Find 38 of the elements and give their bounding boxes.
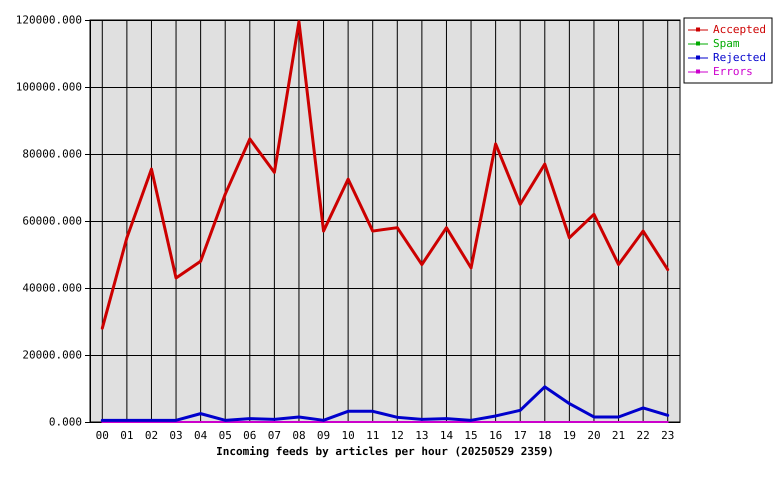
x-tick-label: 15 (464, 429, 478, 442)
x-tick-label: 06 (243, 429, 256, 442)
x-tick-label: 20 (587, 429, 601, 442)
x-tick-label: 01 (120, 429, 134, 442)
y-tick-label: 60000.000 (22, 214, 82, 228)
x-tick-label: 09 (316, 429, 330, 442)
y-tick-label: 120000.000 (16, 14, 82, 26)
x-tick-label: 18 (538, 429, 552, 442)
y-tick-label: 40000.000 (22, 282, 82, 294)
x-tick-label: 11 (366, 429, 380, 442)
legend-label: Rejected (713, 51, 766, 64)
x-tick-label: 16 (489, 429, 502, 442)
x-tick-label: 14 (440, 429, 454, 442)
line-series (100, 385, 670, 422)
x-tick-label: 02 (144, 429, 158, 442)
x-tick-label: 05 (218, 429, 232, 442)
y-tick-label: 20000.000 (22, 348, 82, 362)
legend-label: Errors (713, 65, 753, 78)
line-series (100, 20, 670, 330)
x-tick-label: 13 (415, 429, 428, 442)
x-tick-label: 08 (292, 429, 306, 442)
y-tick-label: 0.000 (48, 416, 82, 428)
x-tick-label: 21 (612, 429, 626, 442)
x-tick-label: 23 (661, 429, 674, 442)
x-tick-label: 03 (169, 429, 183, 442)
y-tick-label: 100000.000 (16, 80, 82, 94)
y-tick-label: 80000.000 (22, 148, 82, 160)
x-tick-label: 17 (514, 429, 527, 442)
x-tick-label: 10 (342, 429, 355, 442)
x-axis-title: Incoming feeds by articles per hour (20250529 2359) (216, 445, 554, 458)
x-tick-label: 07 (268, 429, 281, 442)
legend-label: Spam (713, 37, 740, 50)
x-tick-label: 12 (390, 429, 404, 442)
x-tick-label: 22 (636, 429, 650, 442)
legend-label: Accepted (713, 23, 766, 36)
x-tick-label: 04 (194, 429, 208, 442)
x-tick-label: 19 (562, 429, 576, 442)
x-tick-label: 00 (96, 429, 109, 442)
